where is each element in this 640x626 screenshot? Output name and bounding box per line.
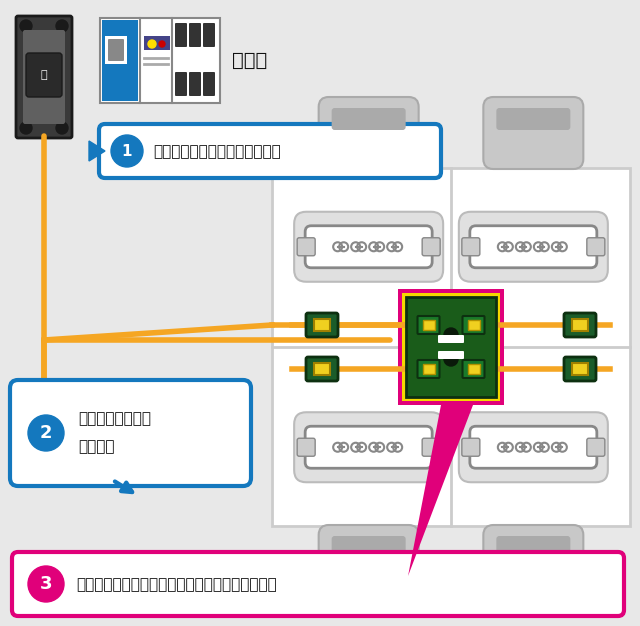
FancyBboxPatch shape [314,319,330,331]
FancyBboxPatch shape [572,363,588,375]
Text: 分電盤: 分電盤 [232,51,268,70]
Text: 配線作業: 配線作業 [78,439,115,454]
Circle shape [28,566,64,602]
FancyBboxPatch shape [483,525,583,597]
FancyBboxPatch shape [319,97,419,169]
FancyBboxPatch shape [314,363,330,375]
FancyBboxPatch shape [305,426,432,468]
FancyBboxPatch shape [297,238,315,256]
FancyBboxPatch shape [100,18,220,103]
Text: 空きブレーカーに電気線を接続: 空きブレーカーに電気線を接続 [153,145,281,160]
FancyBboxPatch shape [294,413,443,482]
FancyBboxPatch shape [105,36,127,64]
Circle shape [444,352,458,366]
FancyBboxPatch shape [294,212,443,282]
FancyBboxPatch shape [587,238,605,256]
FancyBboxPatch shape [422,364,435,374]
FancyBboxPatch shape [417,316,440,334]
Circle shape [20,122,32,134]
FancyBboxPatch shape [462,238,480,256]
FancyBboxPatch shape [422,238,440,256]
Text: 3: 3 [40,575,52,593]
FancyBboxPatch shape [272,168,630,526]
Polygon shape [408,405,473,576]
Circle shape [20,20,32,32]
FancyBboxPatch shape [203,72,215,96]
FancyBboxPatch shape [406,297,496,397]
Circle shape [159,41,165,47]
FancyBboxPatch shape [305,226,432,268]
FancyBboxPatch shape [497,108,570,130]
FancyBboxPatch shape [438,335,464,343]
FancyBboxPatch shape [462,438,480,456]
FancyBboxPatch shape [438,351,464,359]
FancyBboxPatch shape [417,360,440,378]
Circle shape [56,122,68,134]
Text: 1: 1 [122,143,132,158]
Circle shape [444,328,458,342]
Circle shape [28,415,64,451]
FancyBboxPatch shape [12,552,624,616]
FancyBboxPatch shape [422,320,435,330]
Text: 2: 2 [40,424,52,442]
FancyBboxPatch shape [470,426,597,468]
FancyBboxPatch shape [564,357,596,381]
FancyBboxPatch shape [26,53,62,97]
Circle shape [111,135,143,167]
FancyBboxPatch shape [108,39,124,61]
FancyBboxPatch shape [463,316,484,334]
Polygon shape [89,141,105,161]
FancyBboxPatch shape [572,319,588,331]
FancyBboxPatch shape [402,293,500,401]
FancyBboxPatch shape [459,413,608,482]
FancyBboxPatch shape [189,23,201,47]
FancyBboxPatch shape [99,124,441,178]
FancyBboxPatch shape [587,438,605,456]
FancyBboxPatch shape [564,313,596,337]
FancyBboxPatch shape [297,438,315,456]
FancyBboxPatch shape [467,320,479,330]
FancyBboxPatch shape [306,357,338,381]
FancyBboxPatch shape [319,525,419,597]
FancyBboxPatch shape [459,212,608,282]
FancyBboxPatch shape [203,23,215,47]
FancyBboxPatch shape [483,97,583,169]
FancyBboxPatch shape [175,23,187,47]
FancyBboxPatch shape [306,313,338,337]
Circle shape [148,40,156,48]
FancyBboxPatch shape [10,380,251,486]
FancyBboxPatch shape [467,364,479,374]
FancyBboxPatch shape [497,536,570,558]
FancyBboxPatch shape [463,360,484,378]
FancyBboxPatch shape [332,536,406,558]
FancyBboxPatch shape [144,36,170,50]
FancyBboxPatch shape [16,16,72,138]
FancyBboxPatch shape [470,226,597,268]
FancyBboxPatch shape [332,108,406,130]
FancyBboxPatch shape [23,30,65,124]
Circle shape [56,20,68,32]
Text: 切: 切 [41,70,47,80]
FancyBboxPatch shape [189,72,201,96]
FancyBboxPatch shape [398,289,504,405]
FancyBboxPatch shape [175,72,187,96]
FancyBboxPatch shape [102,20,138,101]
FancyBboxPatch shape [422,438,440,456]
Text: 底上げ床を通して: 底上げ床を通して [78,411,151,426]
Text: ジョイントボックスとコンセントを設置して完了: ジョイントボックスとコンセントを設置して完了 [76,578,276,592]
